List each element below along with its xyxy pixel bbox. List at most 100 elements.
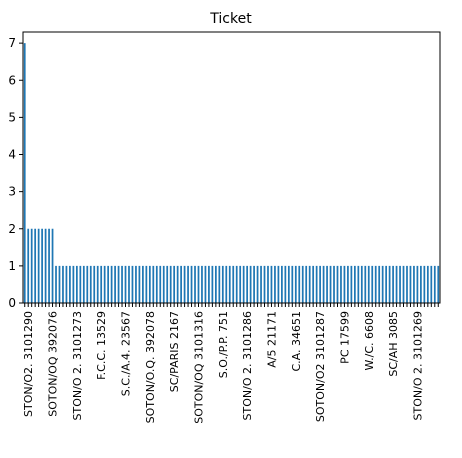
bar — [312, 265, 315, 303]
bars-group — [23, 43, 440, 303]
bar — [232, 265, 235, 303]
bar — [79, 265, 82, 303]
bar — [246, 265, 249, 303]
bar — [55, 265, 57, 303]
x-tick-label: STON/O 2. 3101273 — [71, 311, 84, 420]
bar — [395, 265, 398, 303]
bar — [322, 265, 325, 303]
bar — [333, 265, 335, 303]
y-tick-label: 7 — [8, 36, 16, 50]
bar — [86, 265, 89, 303]
bar — [89, 265, 92, 303]
bar — [294, 265, 297, 303]
y-tick-label: 5 — [8, 110, 16, 124]
bar — [194, 265, 196, 303]
bar — [406, 265, 408, 303]
bar — [138, 265, 141, 303]
bar — [180, 265, 182, 303]
bar — [51, 228, 54, 303]
bar — [326, 265, 328, 303]
x-tick-label: SOTON/OQ 3101316 — [193, 311, 206, 424]
bar — [152, 265, 155, 303]
bar — [260, 265, 262, 303]
x-axis: STON/O2. 3101290 SOTON/OQ 392076 STON/O 2.… — [22, 303, 439, 424]
y-tick-label: 2 — [8, 222, 16, 236]
bar — [360, 265, 363, 303]
bar — [110, 265, 113, 303]
bar — [308, 265, 311, 303]
bar — [34, 228, 37, 303]
bar — [82, 265, 85, 303]
bar — [37, 228, 40, 303]
bar — [183, 265, 186, 303]
bar — [343, 265, 346, 303]
bar — [131, 265, 134, 303]
x-tick-label: F.C.C. 13529 — [95, 311, 108, 380]
bar — [270, 265, 273, 303]
bar — [166, 265, 169, 303]
bar — [274, 265, 276, 303]
bar — [336, 265, 339, 303]
bar — [44, 228, 47, 303]
bar — [281, 265, 283, 303]
y-tick-label: 4 — [8, 148, 16, 162]
bar — [96, 265, 99, 303]
x-tick-label: SOTON/O.Q. 392078 — [144, 311, 157, 423]
bar — [58, 265, 61, 303]
bar — [176, 265, 179, 303]
bar — [329, 265, 332, 303]
x-tick-label: A/5 21171 — [266, 311, 279, 368]
chart-title: Ticket — [209, 11, 252, 27]
bar — [298, 265, 301, 303]
bar — [117, 265, 120, 303]
bar — [221, 265, 224, 303]
bar — [27, 228, 30, 303]
bar — [267, 265, 269, 303]
y-tick-label: 6 — [8, 73, 16, 87]
bar — [374, 265, 377, 303]
bar — [340, 265, 342, 303]
bar — [65, 265, 68, 303]
bar — [367, 265, 370, 303]
bar — [430, 265, 433, 303]
bar — [371, 265, 374, 303]
bar — [173, 265, 176, 303]
bar — [385, 265, 388, 303]
bar — [301, 265, 304, 303]
bar — [381, 265, 384, 303]
bar — [145, 265, 148, 303]
bar — [287, 265, 290, 303]
bar — [319, 265, 321, 303]
x-tick-label: S.O./P.P. 751 — [217, 311, 230, 378]
bar — [409, 265, 412, 303]
x-tick-label: S.C./A.4. 23567 — [120, 311, 133, 396]
bar — [211, 265, 214, 303]
bar — [242, 265, 245, 303]
bar — [291, 265, 294, 303]
bar — [155, 265, 158, 303]
bar — [218, 265, 221, 303]
bar — [69, 265, 71, 303]
bar — [169, 265, 172, 303]
bar — [214, 265, 217, 303]
bar — [75, 265, 78, 303]
bar — [256, 265, 259, 303]
bar — [353, 265, 356, 303]
bar — [284, 265, 287, 303]
bar — [392, 265, 394, 303]
bar — [277, 265, 280, 303]
bar — [103, 265, 106, 303]
y-tick-label: 0 — [8, 296, 16, 310]
bar — [423, 265, 426, 303]
bar — [239, 265, 242, 303]
bar — [197, 265, 200, 303]
bar — [30, 228, 33, 303]
bar — [350, 265, 353, 303]
bar — [72, 265, 75, 303]
bar — [225, 265, 228, 303]
bar — [437, 265, 440, 303]
y-axis: 0 1 2 3 4 5 6 7 — [8, 36, 23, 310]
bar — [388, 265, 391, 303]
bar — [100, 265, 103, 303]
